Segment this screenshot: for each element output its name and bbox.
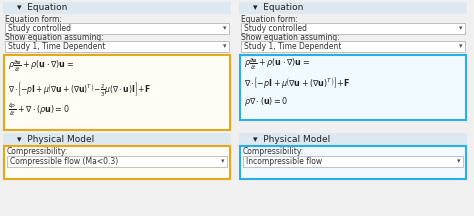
FancyBboxPatch shape	[241, 23, 465, 34]
Text: ▾: ▾	[457, 159, 461, 165]
Text: Show equation assuming:: Show equation assuming:	[5, 33, 104, 43]
Text: ▾  Physical Model: ▾ Physical Model	[17, 135, 94, 143]
FancyBboxPatch shape	[3, 2, 231, 14]
Text: $\rho\frac{\partial\mathbf{u}}{\partial t} + \rho(\mathbf{u} \cdot \nabla)\mathb: $\rho\frac{\partial\mathbf{u}}{\partial …	[8, 59, 74, 75]
Text: Compressibility:: Compressibility:	[243, 148, 304, 157]
Text: Incompressible flow: Incompressible flow	[246, 157, 322, 166]
Text: Equation form:: Equation form:	[5, 16, 62, 24]
FancyBboxPatch shape	[7, 156, 227, 167]
Text: Study controlled: Study controlled	[8, 24, 71, 33]
FancyBboxPatch shape	[5, 41, 229, 52]
Text: ▾: ▾	[221, 159, 225, 165]
FancyBboxPatch shape	[4, 146, 230, 179]
Text: Study controlled: Study controlled	[244, 24, 307, 33]
Text: ▾  Equation: ▾ Equation	[253, 3, 303, 13]
Text: Equation form:: Equation form:	[241, 16, 298, 24]
Text: Compressibility:: Compressibility:	[7, 148, 68, 157]
Text: ▾: ▾	[459, 43, 463, 49]
FancyBboxPatch shape	[240, 146, 466, 179]
Text: $\rho\frac{\partial\mathbf{u}}{\partial t} + \rho(\mathbf{u} \cdot \nabla)\mathb: $\rho\frac{\partial\mathbf{u}}{\partial …	[244, 57, 310, 73]
Text: Study 1, Time Dependent: Study 1, Time Dependent	[8, 42, 105, 51]
FancyBboxPatch shape	[239, 2, 467, 14]
Text: Show equation assuming:: Show equation assuming:	[241, 33, 340, 43]
Text: ▾: ▾	[459, 25, 463, 32]
Text: ▾: ▾	[223, 25, 227, 32]
Text: $\frac{\partial\rho}{\partial t} + \nabla \cdot (\rho\mathbf{u}) = 0$: $\frac{\partial\rho}{\partial t} + \nabl…	[8, 101, 70, 119]
Text: $\nabla \cdot \!\left[-p\mathbf{I} + \mu\!\left(\nabla\mathbf{u} + (\nabla\mathb: $\nabla \cdot \!\left[-p\mathbf{I} + \mu…	[244, 76, 351, 91]
Text: Compressible flow (Ma<0.3): Compressible flow (Ma<0.3)	[10, 157, 118, 166]
FancyBboxPatch shape	[241, 41, 465, 52]
FancyBboxPatch shape	[5, 23, 229, 34]
FancyBboxPatch shape	[240, 55, 466, 120]
Text: Study 1, Time Dependent: Study 1, Time Dependent	[244, 42, 341, 51]
FancyBboxPatch shape	[4, 55, 230, 130]
FancyBboxPatch shape	[243, 156, 463, 167]
Text: ▾: ▾	[223, 43, 227, 49]
Text: ▾  Physical Model: ▾ Physical Model	[253, 135, 330, 143]
FancyBboxPatch shape	[239, 133, 467, 145]
Text: ▾  Equation: ▾ Equation	[17, 3, 67, 13]
FancyBboxPatch shape	[3, 133, 231, 145]
Text: $\nabla \cdot \!\left[-p\mathbf{I} + \mu\!\left(\nabla\mathbf{u} + (\nabla\mathb: $\nabla \cdot \!\left[-p\mathbf{I} + \mu…	[8, 80, 151, 98]
Text: $\rho\nabla \cdot (\mathbf{u}) = 0$: $\rho\nabla \cdot (\mathbf{u}) = 0$	[244, 95, 288, 108]
